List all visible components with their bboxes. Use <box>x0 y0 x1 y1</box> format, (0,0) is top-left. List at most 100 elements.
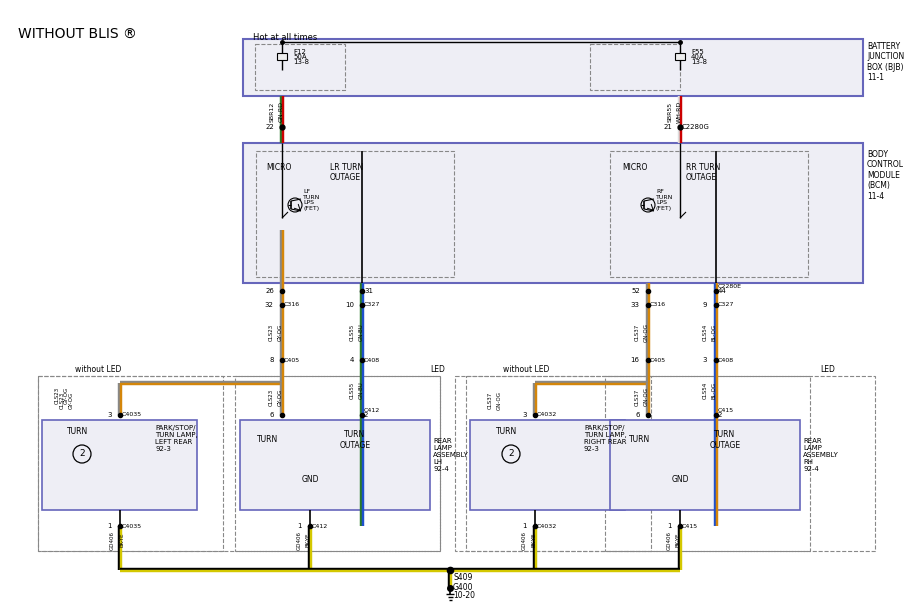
Text: 31: 31 <box>364 288 373 294</box>
Text: BATTERY
JUNCTION
BOX (BJB)
11-1: BATTERY JUNCTION BOX (BJB) 11-1 <box>867 42 904 82</box>
Text: C415: C415 <box>718 409 735 414</box>
Text: LR TURN
OUTAGE: LR TURN OUTAGE <box>330 163 363 182</box>
Text: 9: 9 <box>703 302 707 308</box>
Text: CLS55: CLS55 <box>350 323 354 340</box>
Text: CLS23: CLS23 <box>269 389 273 406</box>
Bar <box>256 151 454 277</box>
Text: 40A: 40A <box>691 54 705 60</box>
Text: 21: 21 <box>663 124 672 130</box>
Text: 6: 6 <box>636 412 640 418</box>
Text: CLS54: CLS54 <box>703 381 707 398</box>
Text: 32: 32 <box>264 302 273 308</box>
Bar <box>255 44 345 90</box>
Text: GY-OG: GY-OG <box>64 386 69 404</box>
Text: GN-RD: GN-RD <box>279 101 284 123</box>
Text: without LED: without LED <box>75 365 122 375</box>
Bar <box>455 376 875 551</box>
Text: 1: 1 <box>107 523 112 529</box>
Text: CLS55: CLS55 <box>350 381 354 398</box>
Text: GN-OG: GN-OG <box>644 323 649 342</box>
Text: 22: 22 <box>265 124 274 130</box>
Bar <box>610 420 800 510</box>
Text: CLS37: CLS37 <box>635 389 639 406</box>
Text: GND: GND <box>301 476 319 484</box>
Text: C4032: C4032 <box>537 523 558 528</box>
Text: REAR
LAMP
ASSEMBLY
RH
92-4: REAR LAMP ASSEMBLY RH 92-4 <box>803 438 839 472</box>
Text: C4035: C4035 <box>122 412 143 417</box>
Bar <box>610 151 808 277</box>
Text: 1: 1 <box>522 523 527 529</box>
Text: Hot at all times: Hot at all times <box>253 33 317 42</box>
Text: 3: 3 <box>107 412 112 418</box>
Bar <box>38 376 223 551</box>
Text: 33: 33 <box>630 302 639 308</box>
Text: PARK/STOP/
TURN LAMP,
LEFT REAR
92-3: PARK/STOP/ TURN LAMP, LEFT REAR 92-3 <box>155 425 198 452</box>
Text: GN-OG: GN-OG <box>497 390 502 409</box>
Text: C316: C316 <box>650 303 666 307</box>
Text: LED: LED <box>820 365 834 375</box>
Text: 6: 6 <box>270 412 274 418</box>
Text: CLS23: CLS23 <box>60 392 64 409</box>
Text: WITHOUT BLIS ®: WITHOUT BLIS ® <box>18 27 137 41</box>
Text: TURN: TURN <box>629 436 651 445</box>
Text: BK-YE: BK-YE <box>531 533 536 547</box>
Text: BK-YE: BK-YE <box>119 533 124 547</box>
Bar <box>470 420 625 510</box>
Text: 26: 26 <box>265 288 274 294</box>
Text: GY-OG: GY-OG <box>278 389 283 406</box>
Text: 2: 2 <box>364 412 369 418</box>
Text: GY-OG: GY-OG <box>69 392 74 409</box>
Text: 3: 3 <box>522 412 527 418</box>
Text: 10-20: 10-20 <box>453 590 475 600</box>
Text: LF
TURN
LPS
(FET): LF TURN LPS (FET) <box>303 189 321 211</box>
Text: CLS54: CLS54 <box>703 323 707 340</box>
Bar <box>590 44 680 90</box>
Bar <box>38 376 440 551</box>
Text: MICRO: MICRO <box>622 163 647 172</box>
Text: MICRO: MICRO <box>266 163 291 172</box>
Text: 13-8: 13-8 <box>293 59 309 65</box>
Bar <box>240 420 430 510</box>
Text: GD406: GD406 <box>521 531 527 550</box>
Text: C2280G: C2280G <box>682 124 710 130</box>
Text: LED: LED <box>430 365 445 375</box>
Text: CLS37: CLS37 <box>488 392 492 409</box>
Text: SBR55: SBR55 <box>667 102 673 122</box>
Text: TURN: TURN <box>497 428 518 437</box>
Text: CLS37: CLS37 <box>635 323 639 340</box>
Text: 4: 4 <box>350 357 354 363</box>
Text: C408: C408 <box>364 357 380 362</box>
Text: TURN
OUTAGE: TURN OUTAGE <box>709 430 741 450</box>
Text: C4035: C4035 <box>122 523 143 528</box>
Bar <box>466 376 651 551</box>
Text: C415: C415 <box>682 523 698 528</box>
Text: GN-OG: GN-OG <box>644 387 649 406</box>
Text: F12: F12 <box>293 49 306 55</box>
Text: 3: 3 <box>703 357 707 363</box>
Text: 1: 1 <box>667 523 672 529</box>
Text: 16: 16 <box>630 357 639 363</box>
Text: F55: F55 <box>691 49 704 55</box>
Bar <box>605 376 810 551</box>
Text: C408: C408 <box>718 357 735 362</box>
Text: PARK/STOP/
TURN LAMP,
RIGHT REAR
92-3: PARK/STOP/ TURN LAMP, RIGHT REAR 92-3 <box>584 425 627 452</box>
Text: TURN: TURN <box>257 436 279 445</box>
Text: 10: 10 <box>345 302 354 308</box>
Text: RR TURN
OUTAGE: RR TURN OUTAGE <box>686 163 720 182</box>
Text: GY-OG: GY-OG <box>278 323 283 340</box>
Text: BL-OG: BL-OG <box>712 323 717 340</box>
Text: 1: 1 <box>298 523 302 529</box>
Bar <box>42 420 197 510</box>
Text: BL-OG: BL-OG <box>712 381 717 398</box>
Bar <box>277 53 287 60</box>
Text: REAR
LAMP
ASSEMBLY
LH
92-4: REAR LAMP ASSEMBLY LH 92-4 <box>433 438 469 472</box>
Text: C327: C327 <box>718 303 735 307</box>
Text: BK-YE: BK-YE <box>306 533 311 547</box>
Text: S409: S409 <box>453 573 472 581</box>
Text: GD406: GD406 <box>666 531 672 550</box>
Text: C2280E: C2280E <box>718 284 742 290</box>
Text: CLS23: CLS23 <box>54 386 60 404</box>
Text: C4032: C4032 <box>537 412 558 417</box>
Text: 52: 52 <box>631 288 640 294</box>
Text: 44: 44 <box>718 288 726 294</box>
